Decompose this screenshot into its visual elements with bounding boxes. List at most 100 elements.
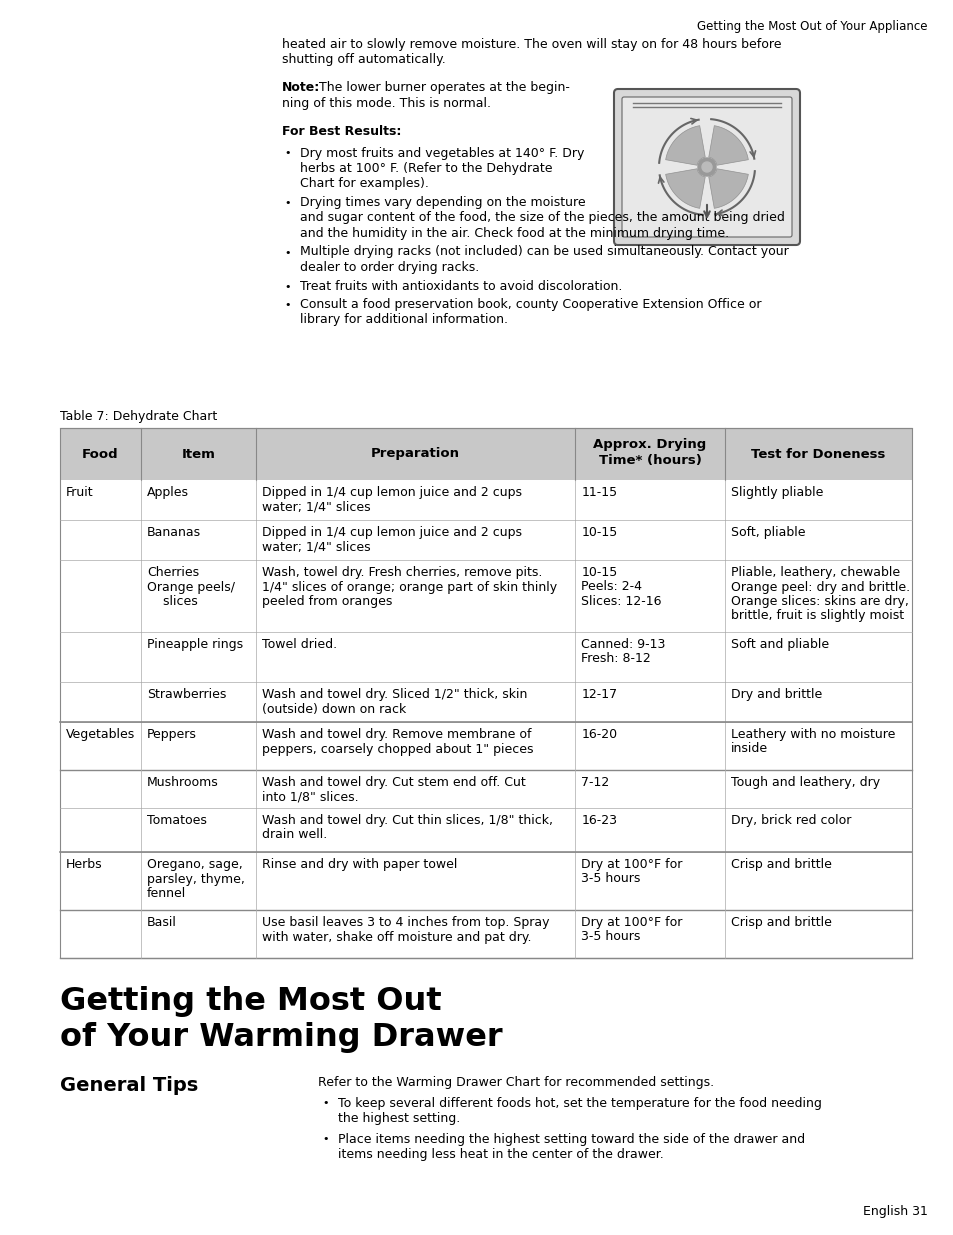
- Bar: [60, 808, 911, 852]
- Text: Bananas: Bananas: [147, 526, 201, 538]
- Text: 10-15: 10-15: [580, 566, 617, 579]
- Bar: [60, 852, 911, 910]
- Text: peeled from oranges: peeled from oranges: [262, 595, 392, 608]
- Text: of Your Warming Drawer: of Your Warming Drawer: [60, 1023, 502, 1053]
- Text: Slices: 12-16: Slices: 12-16: [580, 595, 661, 608]
- Text: Peppers: Peppers: [147, 727, 196, 741]
- Text: parsley, thyme,: parsley, thyme,: [147, 872, 245, 885]
- Text: 12-17: 12-17: [580, 688, 617, 701]
- Text: 10-15: 10-15: [580, 526, 617, 538]
- Text: For Best Results:: For Best Results:: [282, 125, 401, 138]
- Bar: [60, 559, 911, 632]
- Polygon shape: [708, 169, 747, 209]
- Text: General Tips: General Tips: [60, 1076, 198, 1095]
- Text: The lower burner operates at the begin-: The lower burner operates at the begin-: [314, 82, 569, 94]
- Text: Test for Doneness: Test for Doneness: [750, 447, 884, 461]
- Text: 3-5 hours: 3-5 hours: [580, 872, 640, 885]
- Text: Fresh: 8-12: Fresh: 8-12: [580, 652, 651, 666]
- Text: into 1/8" slices.: into 1/8" slices.: [262, 790, 358, 804]
- Text: (outside) down on rack: (outside) down on rack: [262, 703, 406, 715]
- Text: Cherries: Cherries: [147, 566, 199, 579]
- Text: library for additional information.: library for additional information.: [299, 314, 507, 326]
- Text: and sugar content of the food, the size of the pieces, the amount being dried: and sugar content of the food, the size …: [299, 211, 784, 225]
- Bar: [60, 722, 911, 769]
- Text: Peels: 2-4: Peels: 2-4: [580, 580, 641, 594]
- Text: Getting the Most Out: Getting the Most Out: [60, 986, 441, 1016]
- Text: Treat fruits with antioxidants to avoid discoloration.: Treat fruits with antioxidants to avoid …: [299, 279, 621, 293]
- Bar: [60, 632, 911, 682]
- Text: Slightly pliable: Slightly pliable: [730, 487, 822, 499]
- Text: •: •: [284, 148, 291, 158]
- Text: Multiple drying racks (not included) can be used simultaneously. Contact your: Multiple drying racks (not included) can…: [299, 246, 788, 258]
- Bar: [60, 520, 911, 559]
- Text: Wash and towel dry. Cut stem end off. Cut: Wash and towel dry. Cut stem end off. Cu…: [262, 776, 525, 789]
- Text: Wash and towel dry. Sliced 1/2" thick, skin: Wash and towel dry. Sliced 1/2" thick, s…: [262, 688, 527, 701]
- Polygon shape: [708, 126, 747, 165]
- Text: Canned: 9-13: Canned: 9-13: [580, 638, 665, 651]
- Text: and the humidity in the air. Check food at the minimum drying time.: and the humidity in the air. Check food …: [299, 227, 728, 240]
- Bar: [60, 429, 911, 958]
- Text: Tough and leathery, dry: Tough and leathery, dry: [730, 776, 879, 789]
- Text: with water, shake off moisture and pat dry.: with water, shake off moisture and pat d…: [262, 930, 531, 944]
- Text: 16-20: 16-20: [580, 727, 617, 741]
- Bar: [60, 480, 911, 520]
- Text: Pineapple rings: Pineapple rings: [147, 638, 243, 651]
- Circle shape: [701, 162, 711, 172]
- Text: Leathery with no moisture: Leathery with no moisture: [730, 727, 894, 741]
- Text: Strawberries: Strawberries: [147, 688, 226, 701]
- Text: Item: Item: [181, 447, 215, 461]
- Text: Orange peel: dry and brittle.: Orange peel: dry and brittle.: [730, 580, 909, 594]
- Text: Refer to the Warming Drawer Chart for recommended settings.: Refer to the Warming Drawer Chart for re…: [317, 1076, 714, 1089]
- Text: Orange peels/: Orange peels/: [147, 580, 234, 594]
- Text: slices: slices: [147, 595, 197, 608]
- Text: 3-5 hours: 3-5 hours: [580, 930, 640, 944]
- Text: drain well.: drain well.: [262, 829, 327, 841]
- Text: Mushrooms: Mushrooms: [147, 776, 218, 789]
- Text: Getting the Most Out of Your Appliance: Getting the Most Out of Your Appliance: [697, 20, 927, 33]
- Text: Time* (hours): Time* (hours): [598, 454, 700, 467]
- Text: Basil: Basil: [147, 916, 176, 929]
- Text: Use basil leaves 3 to 4 inches from top. Spray: Use basil leaves 3 to 4 inches from top.…: [262, 916, 549, 929]
- Text: •: •: [284, 198, 291, 207]
- Text: 16-23: 16-23: [580, 814, 617, 827]
- Text: herbs at 100° F. (Refer to the Dehydrate: herbs at 100° F. (Refer to the Dehydrate: [299, 162, 552, 175]
- Text: Wash and towel dry. Remove membrane of: Wash and towel dry. Remove membrane of: [262, 727, 531, 741]
- Text: Food: Food: [82, 447, 119, 461]
- Text: Wash, towel dry. Fresh cherries, remove pits.: Wash, towel dry. Fresh cherries, remove …: [262, 566, 541, 579]
- FancyBboxPatch shape: [614, 89, 800, 245]
- Text: 1/4" slices of orange; orange part of skin thinly: 1/4" slices of orange; orange part of sk…: [262, 580, 557, 594]
- Circle shape: [698, 158, 716, 177]
- Text: •: •: [322, 1098, 328, 1109]
- Polygon shape: [665, 126, 704, 165]
- Text: Dry at 100°F for: Dry at 100°F for: [580, 916, 682, 929]
- FancyBboxPatch shape: [621, 98, 791, 237]
- Text: ning of this mode. This is normal.: ning of this mode. This is normal.: [282, 96, 491, 110]
- Bar: [60, 682, 911, 722]
- Text: brittle, fruit is slightly moist: brittle, fruit is slightly moist: [730, 610, 902, 622]
- Text: English 31: English 31: [862, 1205, 927, 1218]
- Text: Vegetables: Vegetables: [66, 727, 135, 741]
- Text: Oregano, sage,: Oregano, sage,: [147, 858, 242, 871]
- Text: •: •: [284, 282, 291, 291]
- Text: Dry at 100°F for: Dry at 100°F for: [580, 858, 682, 871]
- Text: Fruit: Fruit: [66, 487, 93, 499]
- Text: Herbs: Herbs: [66, 858, 103, 871]
- Bar: [60, 910, 911, 958]
- Text: fennel: fennel: [147, 887, 186, 900]
- Text: Dry and brittle: Dry and brittle: [730, 688, 821, 701]
- Text: Preparation: Preparation: [371, 447, 459, 461]
- Text: Note:: Note:: [282, 82, 320, 94]
- Text: Tomatoes: Tomatoes: [147, 814, 207, 827]
- Text: items needing less heat in the center of the drawer.: items needing less heat in the center of…: [337, 1149, 663, 1161]
- Text: Table 7: Dehydrate Chart: Table 7: Dehydrate Chart: [60, 410, 217, 424]
- Text: Apples: Apples: [147, 487, 189, 499]
- Text: Crisp and brittle: Crisp and brittle: [730, 858, 831, 871]
- Text: Dipped in 1/4 cup lemon juice and 2 cups: Dipped in 1/4 cup lemon juice and 2 cups: [262, 526, 521, 538]
- Text: Dipped in 1/4 cup lemon juice and 2 cups: Dipped in 1/4 cup lemon juice and 2 cups: [262, 487, 521, 499]
- Text: peppers, coarsely chopped about 1" pieces: peppers, coarsely chopped about 1" piece…: [262, 742, 533, 756]
- Text: Place items needing the highest setting toward the side of the drawer and: Place items needing the highest setting …: [337, 1132, 804, 1146]
- Text: Towel dried.: Towel dried.: [262, 638, 336, 651]
- Text: Soft and pliable: Soft and pliable: [730, 638, 828, 651]
- Text: water; 1/4" slices: water; 1/4" slices: [262, 541, 370, 553]
- Text: Rinse and dry with paper towel: Rinse and dry with paper towel: [262, 858, 456, 871]
